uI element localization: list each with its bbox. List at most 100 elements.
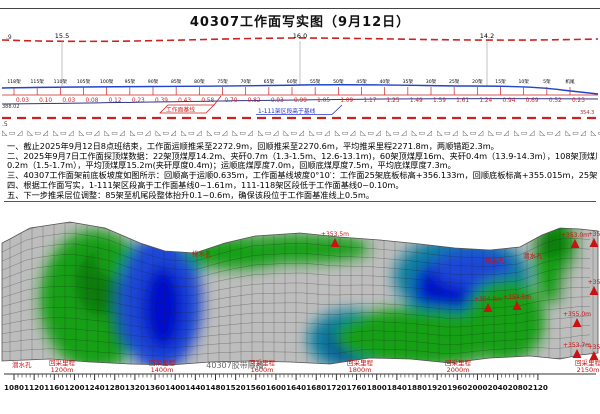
drain-hole-label: 排水孔 — [485, 256, 505, 265]
axis-tick-label: 1560 — [246, 383, 266, 392]
axis-tick-label: 1760 — [347, 383, 367, 392]
support-station-label: 10架 — [518, 79, 529, 85]
roof-floor-profile-chart: 15.5 16.0 14.2 118架 0.03 115架 0.10 110架 0.03 105架… — [1, 33, 599, 128]
baseline-offset-value: 0.39 — [155, 98, 168, 104]
baseline-offset-value: 1.24 — [479, 98, 492, 104]
mileage-label-line2: 2150m — [577, 366, 600, 374]
elevation-marker-label: +353.5m — [321, 231, 349, 238]
mileage-label-line1: 回采里程 — [575, 358, 600, 367]
elevation-marker-triangle — [570, 239, 580, 248]
axis-tick-label: 1320 — [125, 383, 145, 392]
roof-line — [1, 84, 599, 95]
drain-hole-label: 潜水孔 — [523, 251, 543, 260]
baseline-offset-value: 1.09 — [340, 98, 353, 104]
baseline-offset-value: 0.10 — [39, 98, 52, 104]
drain-hole-label: 排水孔 — [192, 249, 212, 258]
support-station-label: 30架 — [426, 79, 437, 85]
right-elevation-label: 354.3 — [580, 110, 594, 116]
support-station-label: 50架 — [333, 79, 344, 85]
elevation-marker-triangle — [512, 301, 522, 310]
baseline-offset-value: 0.52 — [549, 98, 562, 104]
elevation-marker-triangle — [589, 238, 599, 247]
support-station-label: 5架 — [543, 79, 551, 85]
support-station-label: 25架 — [449, 79, 460, 85]
axis-tick-label: 1640 — [286, 383, 306, 392]
baseline-offset-value: 0.58 — [201, 98, 214, 104]
baseline-offset-value: 0.70 — [225, 98, 238, 104]
coal-thickness-label: 16.0 — [293, 33, 307, 40]
support-station-label: 20架 — [472, 79, 483, 85]
coal-thickness-label: 14.2 — [480, 33, 494, 40]
support-station-label: 115架 — [30, 79, 44, 85]
baseline-callout-leader — [213, 95, 222, 106]
axis-tick-label: 1720 — [326, 383, 346, 392]
section-callout-leader — [331, 104, 343, 115]
hydraulic-supports-icon-row: ◺▭◿ ◺▭◿ ◺▭◿ ◺▭◿ ◺▭◿ ◺▭◿ ◺▭◿ ◺▭◿ ◺▭◿ ◺▭◿ … — [2, 129, 600, 137]
baseline-offset-value: 0.94 — [503, 98, 516, 104]
elevation-marker-triangle — [330, 238, 340, 247]
elevation-marker-label: +353.0m — [561, 232, 589, 239]
baseline-offset-value: 0.99 — [294, 98, 307, 104]
baseline-offset-value: 0.03 — [62, 98, 75, 104]
support-station-label: 80架 — [194, 79, 205, 85]
coal-thickness-label: 15.5 — [55, 33, 69, 40]
support-station-label: 40架 — [379, 79, 390, 85]
elevation-marker-triangle — [572, 349, 582, 358]
floor-contour-surface-map: +353.5m +353.0m+35+354.0m +353.5m+35+355.0… — [1, 221, 600, 392]
axis-tick-label: 2000 — [467, 383, 487, 392]
support-station-label: 75架 — [217, 79, 228, 85]
baseline-offset-value: 0.12 — [109, 98, 122, 104]
note-line-1: 一、截止2025年9月12日8点班结束，工作面运顺推采至2272.9m，回顺推采… — [7, 142, 499, 151]
elevation-marker-label: +35 — [588, 231, 600, 238]
support-station-label: 105架 — [77, 79, 91, 85]
support-station-label: 机尾 — [565, 78, 575, 85]
elevation-marker-triangle — [483, 303, 493, 312]
left-bottom-partial-label: .5 — [2, 121, 8, 128]
baseline-offset-value: 0.23 — [572, 98, 585, 104]
baseline-offset-value: 0.43 — [178, 98, 191, 104]
note-line-4: 三、40307工作面架前底板坡度如图所示：回顺高于运顺0.635m，工作面基线坡… — [7, 171, 597, 181]
axis-tick-label: 1520 — [226, 383, 246, 392]
axis-tick-label: 1880 — [407, 383, 427, 392]
support-station-label: 90架 — [148, 79, 159, 85]
support-station-label: 95架 — [125, 79, 136, 85]
upper-boundary-dashed-line — [1, 37, 599, 43]
support-station-label: 118架 — [7, 79, 21, 85]
support-station-label: 110架 — [54, 79, 68, 85]
axis-tick-label: 1600 — [266, 383, 286, 392]
support-station-label: 15架 — [495, 79, 506, 85]
surface-outline — [1, 221, 599, 366]
axis-tick-label: 1680 — [306, 383, 326, 392]
notes-underline — [4, 201, 596, 202]
mileage-label-line1: 回采里程 — [445, 358, 472, 367]
elevation-marker-label: +354.0m — [474, 296, 502, 303]
floor-line — [1, 98, 599, 105]
axis-tick-label: 1840 — [387, 383, 407, 392]
mileage-label-line2: 1800m — [349, 366, 372, 374]
baseline-offset-value: 1.05 — [317, 98, 330, 104]
baseline-offset-value: 0.03 — [16, 98, 29, 104]
note-line-3: 0.2m（1.5-1.7m），平均顶煤厚15.2m(夹矸厚度0.4m)；运顺底煤… — [7, 161, 456, 171]
baseline-offset-value: 1.59 — [433, 98, 446, 104]
axis-tick-label: 2120 — [528, 383, 548, 392]
axis-tick-label: 1920 — [427, 383, 447, 392]
axis-tick-label: 1800 — [367, 383, 387, 392]
elevation-marker-label: +355.0m — [563, 311, 591, 318]
mileage-label-line2: 2000m — [447, 366, 470, 374]
axis-tick-label: 1400 — [165, 383, 185, 392]
axis-tick-label: 2080 — [508, 383, 528, 392]
top-border-line — [0, 8, 600, 9]
axis-tick-label: 1960 — [447, 383, 467, 392]
axis-tick-label: 1240 — [85, 383, 105, 392]
elevation-marker-label: +353.7m — [563, 342, 591, 349]
elevation-marker-triangle — [572, 318, 582, 327]
support-station-label: 35架 — [403, 79, 414, 85]
baseline-offset-value: 1.49 — [410, 98, 423, 104]
axis-tick-label: 1080 — [4, 383, 24, 392]
baseline-offset-value: 0.93 — [271, 98, 284, 104]
axis-tick-label: 1280 — [105, 383, 125, 392]
section-callout-label: 1-111架区段高于基线 — [258, 107, 316, 115]
left-top-partial-label: .9 — [6, 34, 12, 41]
mileage-label-line1: 回采里程 — [49, 358, 76, 367]
